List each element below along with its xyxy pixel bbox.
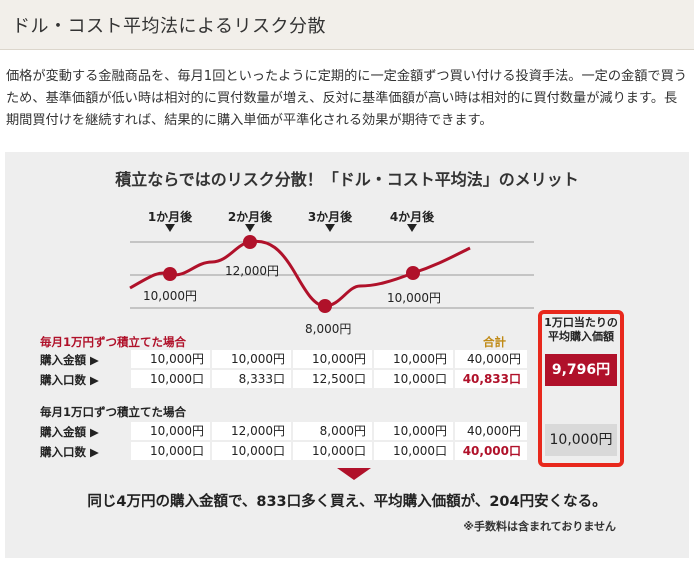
- table-cell: 10,000円: [374, 350, 453, 368]
- average-header-line-2: 平均購入価額: [548, 330, 614, 343]
- fixed-units-label: 毎月1万口ずつ積立てた場合: [40, 405, 187, 419]
- month-arrow-4: [407, 224, 417, 232]
- row-label-units-1: 購入口数 ▶: [40, 373, 99, 387]
- price-point-2: [243, 235, 257, 249]
- row-label-amount-1: 購入金額 ▶: [40, 353, 99, 367]
- month-label-1: 1か月後: [147, 210, 193, 224]
- price-label-3: 8,000円: [305, 322, 352, 336]
- title-bar: ドル・コスト平均法によるリスク分散: [0, 0, 694, 50]
- month-arrow-2: [245, 224, 255, 232]
- price-point-3: [318, 299, 332, 313]
- fixed-amount-label: 毎月1万円ずつ積立てた場合: [40, 335, 187, 349]
- price-label-1: 10,000円: [143, 289, 197, 303]
- table-total-cell: 40,000円: [455, 422, 527, 440]
- figure-title: 積立ならではのリスク分散！「ドル・コスト平均法」のメリット: [115, 170, 579, 189]
- conclusion-text: 同じ4万円の購入金額で、833口多く買え、平均購入価額が、204円安くなる。: [87, 494, 607, 510]
- table-total-cell: 40,833口: [455, 370, 527, 388]
- table-cell: 10,000口: [212, 442, 291, 460]
- price-label-4: 10,000円: [387, 291, 441, 305]
- average-header-line-1: 1万口当たりの: [544, 316, 618, 329]
- table-cell: 8,000円: [293, 422, 372, 440]
- table-total-cell: 40,000円: [455, 350, 527, 368]
- table-cell: 8,333口: [212, 370, 291, 388]
- table-cell: 10,000円: [212, 350, 291, 368]
- price-point-4: [406, 266, 420, 280]
- table-total-cell: 40,000口: [455, 442, 527, 460]
- table-cell: 10,000口: [131, 370, 210, 388]
- fee-note: ※手数料は含まれておりません: [463, 520, 616, 533]
- row-label-units-2: 購入口数 ▶: [40, 445, 99, 459]
- average-price-header: 1万口当たりの 平均購入価額: [542, 316, 620, 344]
- table-cell: 10,000口: [293, 442, 372, 460]
- table-cell: 10,000円: [293, 350, 372, 368]
- month-label-2: 2か月後: [227, 210, 273, 224]
- month-arrow-3: [325, 224, 335, 232]
- month-label-3: 3か月後: [307, 210, 353, 224]
- table-cell: 10,000口: [131, 442, 210, 460]
- total-header: 合計: [483, 335, 506, 349]
- intro-paragraph: 価格が変動する金融商品を、毎月1回といったように定期的に一定金額ずつ買い付ける投…: [6, 69, 687, 128]
- average-price-fixed-units: 10,000円: [545, 424, 617, 456]
- page-title: ドル・コスト平均法によるリスク分散: [12, 16, 326, 37]
- price-point-1: [163, 267, 177, 281]
- table-cell: 10,000口: [374, 442, 453, 460]
- table-cell: 12,000円: [212, 422, 291, 440]
- table-cell: 10,000円: [131, 422, 210, 440]
- month-arrow-1: [165, 224, 175, 232]
- average-price-fixed-amount: 9,796円: [545, 354, 617, 386]
- price-line: [129, 239, 471, 308]
- table-cell: 12,500口: [293, 370, 372, 388]
- table-cell: 10,000口: [374, 370, 453, 388]
- month-label-4: 4か月後: [389, 210, 435, 224]
- table-cell: 10,000円: [374, 422, 453, 440]
- down-arrow-icon: [337, 468, 371, 480]
- table-cell: 10,000円: [131, 350, 210, 368]
- row-label-amount-2: 購入金額 ▶: [40, 425, 99, 439]
- price-label-2: 12,000円: [225, 264, 279, 278]
